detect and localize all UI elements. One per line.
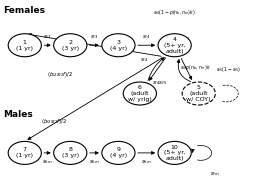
Text: 3
(4 yr): 3 (4 yr) [110,40,127,51]
Circle shape [182,82,215,105]
Text: 8
(3 yr): 8 (3 yr) [62,148,79,158]
Circle shape [123,82,157,105]
Text: Males: Males [3,110,33,119]
Text: $s_{6m}$: $s_{6m}$ [141,158,152,166]
Text: 10
(5+ yr,
adult): 10 (5+ yr, adult) [164,145,186,161]
Circle shape [54,141,87,164]
Circle shape [8,34,41,57]
Text: $s_{f2}$: $s_{f2}$ [43,33,52,41]
Text: $s_{f4}$: $s_{f4}$ [142,33,151,41]
Text: $s_{6m}$: $s_{6m}$ [42,158,53,166]
Text: $s_{f4}s_{f5}$: $s_{f4}s_{f5}$ [152,79,168,87]
Text: 4
(5+ yr,
adult): 4 (5+ yr, adult) [164,37,186,53]
Circle shape [102,141,135,164]
Text: Females: Females [3,6,45,15]
Text: $(b_{f2}s_{f2}f)/2$: $(b_{f2}s_{f2}f)/2$ [41,117,67,126]
Circle shape [54,34,87,57]
Text: $s_{f3}$: $s_{f3}$ [90,33,98,41]
Text: $s_{f4}$: $s_{f4}$ [140,56,148,64]
Text: 5
(adult
w/ COY): 5 (adult w/ COY) [186,85,211,102]
Text: $s_{f5}(1-s_{f5})$: $s_{f5}(1-s_{f5})$ [216,65,241,74]
Text: $s_{fm}$: $s_{fm}$ [210,170,220,178]
Circle shape [8,141,41,164]
Text: $s_{6m}$: $s_{6m}$ [89,158,100,166]
Text: 1
(1 yr): 1 (1 yr) [16,40,33,51]
Text: $s_{f4}p(n_b,n_m)k$: $s_{f4}p(n_b,n_m)k$ [180,63,211,72]
Text: $s_{f4}(1-p(n_b,n_m)k)$: $s_{f4}(1-p(n_b,n_m)k)$ [153,8,196,17]
Text: 2
(3 yr): 2 (3 yr) [62,40,79,51]
Text: 9
(4 yr): 9 (4 yr) [110,148,127,158]
Circle shape [158,141,191,164]
Circle shape [102,34,135,57]
Text: $(b_{f2}s_{f2}f)/2$: $(b_{f2}s_{f2}f)/2$ [47,70,73,79]
Circle shape [158,34,191,57]
Text: 6
(adult
w/ yrlg): 6 (adult w/ yrlg) [128,85,152,102]
Text: 7
(1 yr): 7 (1 yr) [16,148,33,158]
